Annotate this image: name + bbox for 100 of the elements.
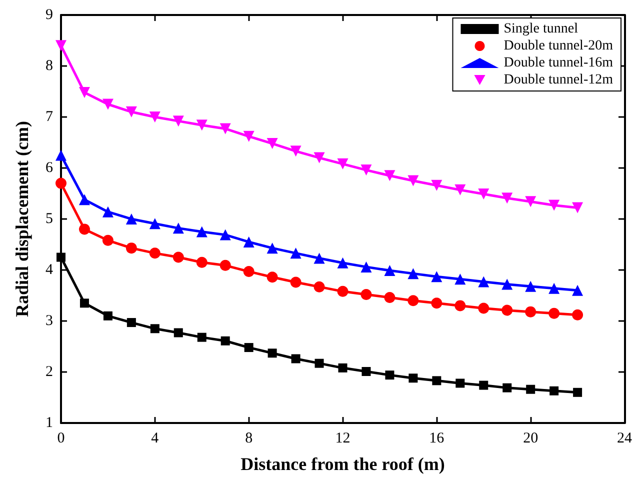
y-tick-label: 3 [46,313,53,329]
point [548,200,560,211]
point [454,300,466,312]
point [56,178,66,189]
point [432,376,442,386]
point [525,280,536,292]
point [78,224,90,235]
y-tick-label: 8 [46,58,53,74]
point [196,120,208,131]
point [550,386,559,396]
point [431,298,442,309]
y-tick-label: 5 [46,211,53,227]
legend-label: Double tunnel-16m [504,56,614,70]
point [548,282,560,294]
point [80,298,89,308]
point [314,252,325,264]
point [337,158,348,170]
point [126,242,137,254]
point [314,281,325,292]
point [126,318,136,328]
point [360,288,372,300]
point [525,306,536,318]
point [243,130,254,142]
point [172,116,184,127]
x-tick-label: 8 [245,430,253,446]
x-tick-label: 20 [523,430,538,446]
point [360,164,372,176]
point [150,324,160,334]
point [431,271,442,282]
point [502,383,512,392]
point [197,332,206,342]
point [149,248,160,259]
point [196,226,208,238]
point [291,354,300,364]
x-tick-label: 16 [429,430,445,446]
point [56,40,66,52]
point [360,261,372,272]
point [337,286,348,297]
point [478,188,490,200]
legend-label: Double tunnel-12m [504,72,614,88]
legend-label: Double tunnel-20m [504,38,614,54]
point [172,252,184,263]
point [290,146,302,157]
point [290,276,302,288]
point [290,248,302,259]
x-tick-label: 4 [151,430,160,446]
x-tick-label: 12 [335,430,350,446]
point [149,218,160,230]
point [454,184,466,196]
point [526,384,536,394]
point [56,150,66,161]
point [220,336,230,346]
point [454,274,466,285]
y-tick-label: 1 [46,415,53,431]
point [502,278,513,290]
point [102,206,114,218]
point [478,276,490,288]
point [384,292,396,304]
point [572,202,584,214]
point [338,363,348,372]
point [384,170,396,182]
point [220,229,231,240]
y-tick-label: 6 [46,160,54,176]
point [126,214,137,224]
point [174,328,183,338]
point [243,236,254,248]
point [431,180,442,191]
point [408,268,419,280]
y-tick-label: 7 [46,109,54,125]
point [172,222,184,234]
point [244,343,254,352]
point [266,272,278,283]
point [408,175,419,186]
point [220,123,231,134]
point [102,234,114,246]
y-tick-label: 4 [46,262,54,278]
point [478,302,490,314]
y-axis-title: Radial displacement (cm) [12,121,32,317]
point [456,378,465,388]
point [408,295,419,306]
point [572,309,584,320]
point [149,112,160,122]
point [385,370,394,380]
point [502,192,513,204]
point [314,152,325,164]
point [243,266,254,278]
point [126,106,137,118]
point [573,388,582,397]
point [572,284,584,296]
point [103,311,112,320]
point [102,98,114,110]
point [56,252,66,262]
point [78,87,90,98]
x-axis-title: Distance from the roof (m) [240,454,445,474]
point [408,374,418,383]
point [220,260,231,271]
point [266,138,278,150]
point [525,196,536,208]
point [384,265,396,276]
point [479,380,488,390]
